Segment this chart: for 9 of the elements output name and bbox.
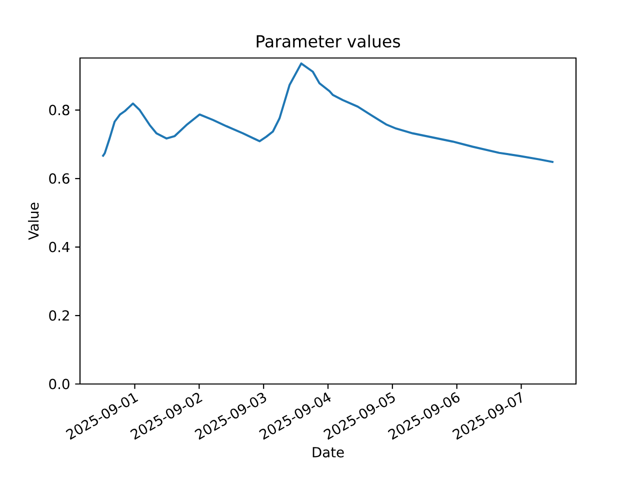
chart-title: Parameter values xyxy=(256,34,400,48)
y-tick-label: 0.0 xyxy=(49,378,70,390)
y-tick-label: 0.2 xyxy=(49,310,69,321)
x-axis-title: Date xyxy=(312,447,344,458)
y-tick-label: 0.4 xyxy=(49,242,70,252)
y-axis-title: Value xyxy=(28,202,39,240)
y-tick-label: 0.6 xyxy=(49,173,70,184)
line-series xyxy=(102,62,554,164)
y-tick-label: 0.8 xyxy=(49,104,70,116)
